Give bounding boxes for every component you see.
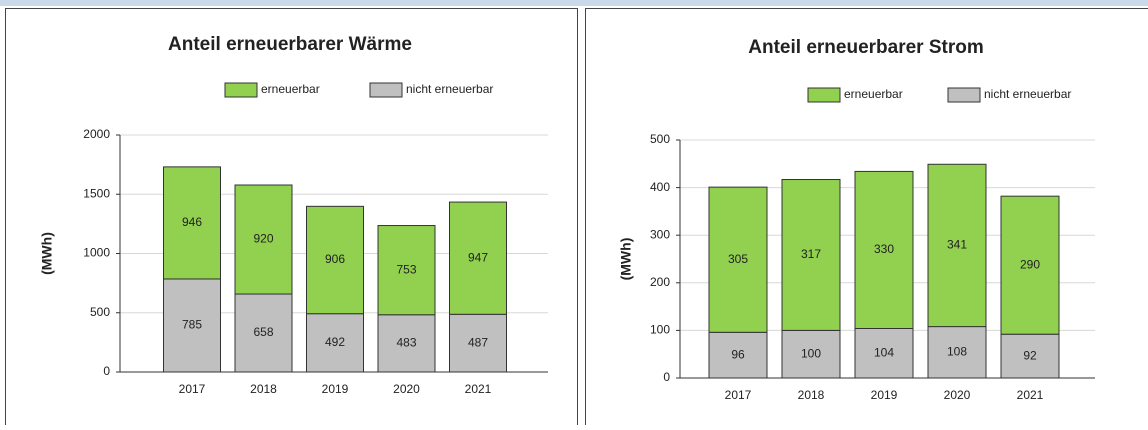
y-tick-label: 0	[103, 364, 110, 378]
x-tick-label: 2019	[322, 382, 349, 396]
value-label: 96	[731, 347, 745, 361]
value-label: 753	[396, 262, 416, 276]
legend-swatch	[225, 83, 257, 97]
y-tick-label: 300	[650, 227, 670, 241]
value-label: 920	[253, 232, 273, 246]
y-tick-label: 500	[90, 305, 110, 319]
top-strip	[0, 0, 1148, 6]
value-label: 305	[728, 252, 748, 266]
legend-swatch	[948, 88, 980, 102]
chart-title: Anteil erneuerbarer Strom	[748, 37, 983, 58]
value-label: 290	[1020, 257, 1040, 271]
value-label: 487	[468, 335, 488, 349]
chart-title: Anteil erneuerbarer Wärme	[168, 34, 412, 55]
x-tick-label: 2020	[393, 382, 420, 396]
x-tick-label: 2018	[798, 388, 825, 402]
value-label: 330	[874, 242, 894, 256]
y-axis-title: (MWh)	[39, 232, 55, 275]
legend-label: nicht erneuerbar	[406, 82, 493, 96]
value-label: 785	[182, 318, 202, 332]
legend-label: nicht erneuerbar	[984, 87, 1071, 101]
value-label: 946	[182, 215, 202, 229]
value-label: 947	[468, 250, 488, 264]
legend-swatch	[808, 88, 840, 102]
y-tick-label: 100	[650, 323, 670, 337]
y-tick-label: 400	[650, 180, 670, 194]
legend-swatch	[370, 83, 402, 97]
y-tick-label: 500	[650, 132, 670, 146]
value-label: 104	[874, 345, 894, 359]
x-tick-label: 2021	[1017, 388, 1044, 402]
value-label: 906	[325, 252, 345, 266]
legend-label: erneuerbar	[844, 87, 903, 101]
y-tick-label: 1500	[83, 186, 110, 200]
y-tick-label: 0	[663, 370, 670, 384]
x-tick-label: 2017	[725, 388, 752, 402]
x-tick-label: 2020	[944, 388, 971, 402]
y-tick-label: 200	[650, 275, 670, 289]
value-label: 317	[801, 247, 821, 261]
x-tick-label: 2021	[465, 382, 492, 396]
value-label: 100	[801, 346, 821, 360]
value-label: 92	[1023, 348, 1037, 362]
value-label: 483	[396, 336, 416, 350]
legend-label: erneuerbar	[261, 82, 320, 96]
value-label: 492	[325, 335, 345, 349]
y-tick-label: 2000	[83, 127, 110, 141]
value-label: 108	[947, 344, 967, 358]
x-tick-label: 2019	[871, 388, 898, 402]
x-tick-label: 2017	[179, 382, 206, 396]
value-label: 658	[253, 325, 273, 339]
y-tick-label: 1000	[83, 246, 110, 260]
y-axis-title: (MWh)	[618, 238, 634, 281]
value-label: 341	[947, 238, 967, 252]
x-tick-label: 2018	[250, 382, 277, 396]
